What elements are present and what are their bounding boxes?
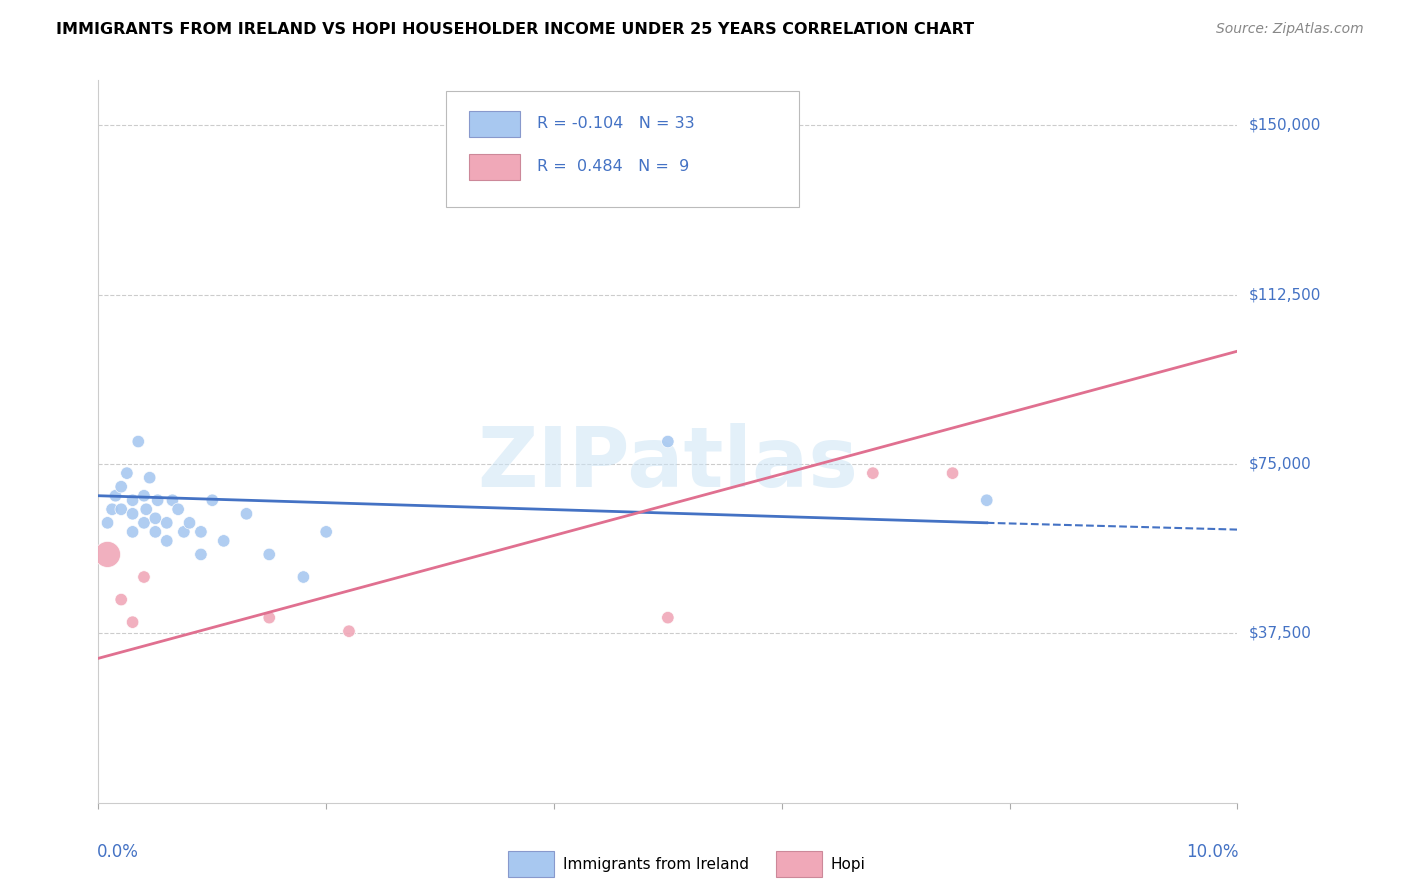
FancyBboxPatch shape bbox=[446, 91, 799, 207]
Text: $112,500: $112,500 bbox=[1249, 287, 1320, 302]
Text: $37,500: $37,500 bbox=[1249, 626, 1312, 641]
Text: Hopi: Hopi bbox=[831, 856, 866, 871]
Point bbox=[96, 516, 118, 530]
Point bbox=[235, 507, 257, 521]
FancyBboxPatch shape bbox=[468, 111, 520, 136]
Point bbox=[167, 502, 190, 516]
Point bbox=[315, 524, 337, 539]
Point bbox=[942, 466, 965, 480]
Point bbox=[179, 516, 201, 530]
Point bbox=[190, 524, 212, 539]
Text: R =  0.484   N =  9: R = 0.484 N = 9 bbox=[537, 160, 689, 175]
Point bbox=[132, 489, 155, 503]
Point bbox=[110, 480, 132, 494]
Point bbox=[110, 502, 132, 516]
Point bbox=[292, 570, 315, 584]
Point bbox=[96, 548, 118, 562]
Point bbox=[104, 489, 127, 503]
Point bbox=[156, 533, 179, 548]
Point bbox=[976, 493, 998, 508]
FancyBboxPatch shape bbox=[776, 851, 821, 877]
Point bbox=[156, 516, 179, 530]
Text: 0.0%: 0.0% bbox=[97, 843, 139, 861]
Point bbox=[145, 524, 167, 539]
Point bbox=[657, 610, 679, 624]
Point bbox=[173, 524, 195, 539]
Point bbox=[337, 624, 360, 639]
Point bbox=[101, 502, 124, 516]
FancyBboxPatch shape bbox=[468, 154, 520, 180]
Text: Source: ZipAtlas.com: Source: ZipAtlas.com bbox=[1216, 22, 1364, 37]
Point bbox=[145, 511, 167, 525]
Point bbox=[127, 434, 149, 449]
Point bbox=[121, 615, 143, 630]
Point bbox=[212, 533, 235, 548]
Text: R = -0.104   N = 33: R = -0.104 N = 33 bbox=[537, 116, 695, 131]
Text: $75,000: $75,000 bbox=[1249, 457, 1312, 472]
Point bbox=[146, 493, 169, 508]
Point bbox=[138, 470, 160, 484]
Point bbox=[201, 493, 224, 508]
Point bbox=[162, 493, 184, 508]
Point bbox=[121, 493, 143, 508]
Point bbox=[110, 592, 132, 607]
Point bbox=[259, 548, 281, 562]
Point bbox=[862, 466, 884, 480]
Point bbox=[132, 570, 155, 584]
Point bbox=[135, 502, 157, 516]
Point bbox=[657, 434, 679, 449]
Point bbox=[259, 610, 281, 624]
Text: 10.0%: 10.0% bbox=[1185, 843, 1239, 861]
Text: $150,000: $150,000 bbox=[1249, 118, 1320, 133]
FancyBboxPatch shape bbox=[509, 851, 554, 877]
Text: ZIPatlas: ZIPatlas bbox=[478, 423, 858, 504]
Point bbox=[132, 516, 155, 530]
Text: Immigrants from Ireland: Immigrants from Ireland bbox=[562, 856, 749, 871]
Text: IMMIGRANTS FROM IRELAND VS HOPI HOUSEHOLDER INCOME UNDER 25 YEARS CORRELATION CH: IMMIGRANTS FROM IRELAND VS HOPI HOUSEHOL… bbox=[56, 22, 974, 37]
Point bbox=[190, 548, 212, 562]
Point bbox=[115, 466, 138, 480]
Point bbox=[121, 524, 143, 539]
Point bbox=[121, 507, 143, 521]
